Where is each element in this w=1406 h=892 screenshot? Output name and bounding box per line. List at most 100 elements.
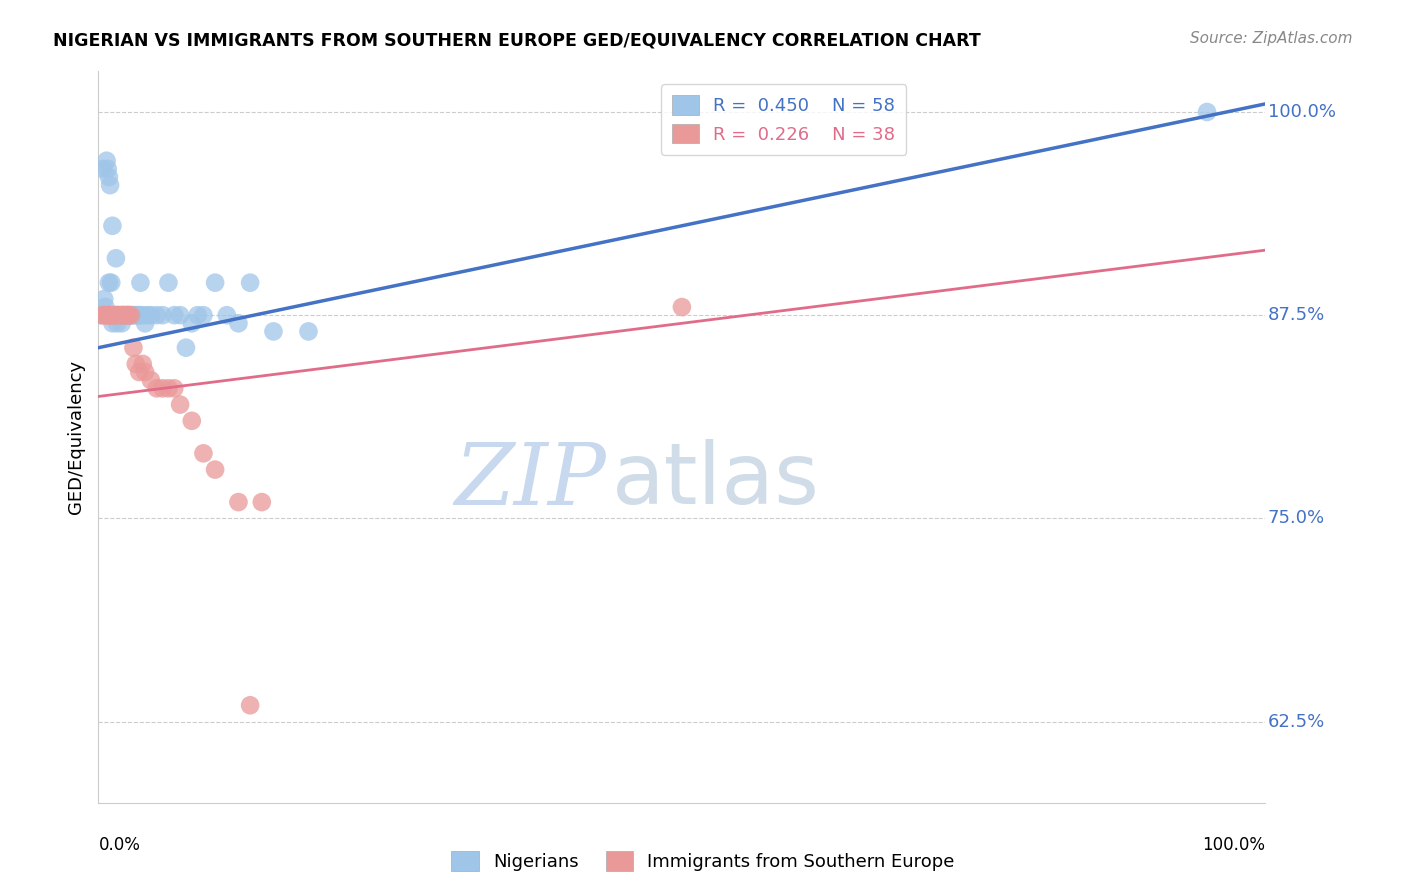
Text: 100.0%: 100.0% — [1202, 836, 1265, 854]
Point — [180, 316, 202, 330]
Point — [97, 308, 120, 322]
Point — [112, 308, 135, 322]
Point — [128, 365, 150, 379]
Point — [239, 276, 262, 290]
Point — [104, 308, 127, 322]
Point — [228, 495, 250, 509]
Text: 100.0%: 100.0% — [1268, 103, 1336, 121]
Point — [94, 300, 117, 314]
Point — [97, 169, 120, 184]
Point — [128, 308, 150, 322]
Point — [118, 308, 141, 322]
Point — [152, 308, 174, 322]
Text: 87.5%: 87.5% — [1268, 306, 1324, 324]
Point — [105, 316, 128, 330]
Text: 75.0%: 75.0% — [1268, 509, 1324, 527]
Point — [117, 308, 139, 322]
Point — [174, 341, 197, 355]
Point — [98, 308, 121, 322]
Point — [122, 308, 145, 322]
Point — [120, 308, 142, 322]
Point — [134, 365, 156, 379]
Point — [250, 495, 273, 509]
Point — [134, 316, 156, 330]
Point — [98, 178, 121, 193]
Point — [228, 316, 250, 330]
Point — [239, 698, 262, 713]
Point — [94, 308, 117, 322]
Point — [163, 308, 186, 322]
Point — [152, 381, 174, 395]
Point — [100, 308, 122, 322]
Point — [132, 357, 155, 371]
Point — [120, 308, 142, 322]
Point — [169, 308, 191, 322]
Point — [101, 316, 124, 330]
Point — [187, 308, 209, 322]
Point — [93, 292, 115, 306]
Point — [111, 316, 134, 330]
Legend: Nigerians, Immigrants from Southern Europe: Nigerians, Immigrants from Southern Euro… — [444, 844, 962, 879]
Text: ZIP: ZIP — [454, 440, 606, 523]
Point — [111, 308, 134, 322]
Point — [146, 308, 169, 322]
Point — [136, 308, 159, 322]
Point — [118, 308, 141, 322]
Point — [146, 381, 169, 395]
Point — [103, 308, 125, 322]
Text: 0.0%: 0.0% — [98, 836, 141, 854]
Point — [108, 308, 131, 322]
Point — [671, 300, 693, 314]
Point — [204, 462, 226, 476]
Point — [96, 308, 118, 322]
Point — [1195, 105, 1218, 120]
Point — [104, 308, 127, 322]
Point — [129, 276, 152, 290]
Point — [117, 308, 139, 322]
Point — [105, 308, 128, 322]
Point — [163, 381, 186, 395]
Point — [107, 308, 129, 322]
Point — [111, 308, 134, 322]
Legend: R =  0.450    N = 58, R =  0.226    N = 38: R = 0.450 N = 58, R = 0.226 N = 38 — [661, 84, 907, 154]
Point — [90, 308, 112, 322]
Text: 62.5%: 62.5% — [1268, 713, 1324, 731]
Point — [139, 308, 162, 322]
Point — [262, 325, 284, 339]
Point — [93, 308, 115, 322]
Point — [103, 308, 125, 322]
Point — [96, 153, 118, 168]
Point — [125, 308, 148, 322]
Point — [124, 308, 146, 322]
Point — [104, 252, 127, 266]
Point — [91, 161, 114, 176]
Point — [104, 308, 127, 322]
Point — [117, 308, 139, 322]
Point — [97, 276, 120, 290]
Point — [115, 308, 138, 322]
Point — [157, 381, 180, 395]
Point — [193, 308, 215, 322]
Point — [115, 308, 138, 322]
Point — [132, 308, 155, 322]
Point — [101, 219, 124, 233]
Point — [100, 276, 122, 290]
Point — [111, 308, 134, 322]
Point — [215, 308, 238, 322]
Point — [97, 161, 120, 176]
Text: atlas: atlas — [612, 440, 820, 523]
Point — [139, 373, 162, 387]
Point — [297, 325, 319, 339]
Point — [169, 398, 191, 412]
Point — [105, 308, 128, 322]
Point — [110, 308, 132, 322]
Point — [204, 276, 226, 290]
Point — [97, 308, 120, 322]
Point — [112, 308, 135, 322]
Point — [193, 446, 215, 460]
Point — [108, 308, 131, 322]
Point — [157, 276, 180, 290]
Text: Source: ZipAtlas.com: Source: ZipAtlas.com — [1189, 31, 1353, 46]
Y-axis label: GED/Equivalency: GED/Equivalency — [66, 360, 84, 514]
Text: NIGERIAN VS IMMIGRANTS FROM SOUTHERN EUROPE GED/EQUIVALENCY CORRELATION CHART: NIGERIAN VS IMMIGRANTS FROM SOUTHERN EUR… — [53, 31, 981, 49]
